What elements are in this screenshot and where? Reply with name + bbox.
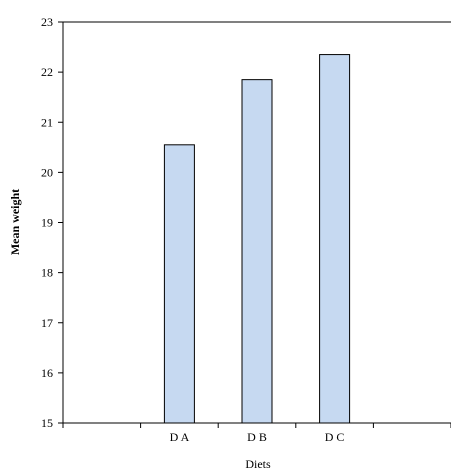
y-tick-label: 18 <box>41 266 53 280</box>
x-tick-label: D C <box>325 430 345 444</box>
y-tick-label: 20 <box>41 165 53 179</box>
y-axis-title: Mean weight <box>8 189 22 255</box>
y-tick-label: 23 <box>41 15 53 29</box>
y-tick-label: 15 <box>41 416 53 430</box>
x-axis-title: Diets <box>245 457 271 470</box>
y-tick-label: 19 <box>41 216 53 230</box>
bar <box>163 144 195 424</box>
plot-area: 15 16 17 18 19 20 21 22 23 D A D B D C <box>41 15 451 444</box>
y-tick-label: 21 <box>41 115 53 129</box>
bar <box>241 79 273 424</box>
y-tick-label: 22 <box>41 65 53 79</box>
y-tick-label: 17 <box>41 316 53 330</box>
x-tick-label: D A <box>170 430 190 444</box>
x-tick-label: D B <box>247 430 267 444</box>
y-tick-label: 16 <box>41 366 53 380</box>
bar <box>319 54 351 424</box>
